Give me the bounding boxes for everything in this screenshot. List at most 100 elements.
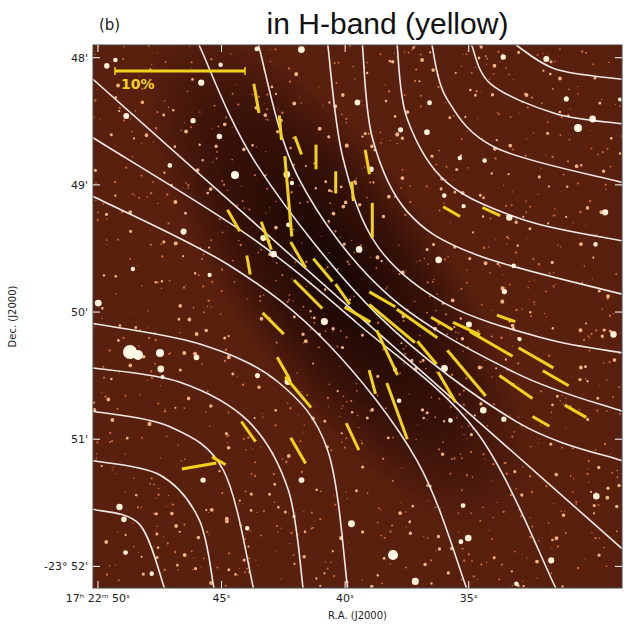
y-tick <box>93 184 100 185</box>
bright-star <box>388 550 398 560</box>
x-tick <box>97 45 98 52</box>
y-tick <box>93 566 100 567</box>
polarization-vector <box>277 357 289 378</box>
polarization-vector <box>387 383 408 439</box>
x-tick-label: 17ʰ 22ᵐ 50ˢ <box>66 592 130 605</box>
polarization-vector <box>336 284 350 304</box>
star-field <box>93 45 621 588</box>
polarization-vector <box>369 292 395 307</box>
x-tick-label: 35ˢ <box>460 592 478 605</box>
x-tick <box>221 45 222 52</box>
polarization-vector <box>279 115 281 140</box>
x-tick <box>221 581 222 588</box>
polarization-vector <box>247 255 250 274</box>
polarization-vector <box>291 242 306 268</box>
field-line <box>93 368 303 588</box>
polarization-vector <box>346 423 359 450</box>
x-tick <box>468 581 469 588</box>
field-line <box>432 45 622 182</box>
polarization-vector <box>313 259 332 282</box>
y-tick <box>615 57 622 58</box>
x-axis-title: R.A. (J2000) <box>328 610 387 621</box>
polarization-vector <box>453 322 480 335</box>
field-line <box>93 79 622 548</box>
x-tick <box>345 45 346 52</box>
field-line <box>397 45 622 241</box>
polarization-vector <box>182 463 217 469</box>
bright-star <box>574 124 582 132</box>
polarization-vector <box>397 309 438 337</box>
y-tick <box>93 57 100 58</box>
polarization-vector <box>263 313 284 334</box>
title: in H-band (yellow) <box>267 7 509 40</box>
y-tick-label: 51' <box>71 433 88 446</box>
polarization-vector <box>291 438 306 464</box>
polarization-vector <box>443 207 460 217</box>
y-tick <box>93 312 100 313</box>
polarization-vector <box>438 372 456 402</box>
panel-label: (b) <box>99 16 120 34</box>
scale-bar <box>115 70 245 73</box>
polarization-vector <box>254 84 259 113</box>
field-line <box>516 45 622 79</box>
y-axis-title: Dec. (J2000) <box>7 285 18 347</box>
scale-bar-end <box>114 67 116 75</box>
polarization-vector <box>261 222 271 250</box>
polarization-vector <box>499 376 532 399</box>
polarization-vector <box>371 203 374 238</box>
y-tick-label: -23° 52' <box>44 560 88 573</box>
polarization-vector <box>228 210 240 231</box>
x-tick-label: 40ˢ <box>336 592 354 605</box>
figure: 10%17ʰ 22ᵐ 50ˢ45ˢ40ˢ35ˢ48'49'50'51'-23° … <box>0 0 627 630</box>
polarization-vector <box>285 377 311 408</box>
star-field <box>93 45 622 587</box>
field-line <box>258 45 622 411</box>
polarization-vector <box>377 330 398 375</box>
polarization-vector <box>417 341 436 364</box>
bright-star <box>133 350 143 360</box>
field-line <box>93 138 556 588</box>
field-line <box>362 45 622 294</box>
y-tick-label: 49' <box>71 179 88 192</box>
polarization-vector <box>345 307 371 322</box>
polarization-vector <box>352 182 354 202</box>
polarization-vector <box>285 156 292 236</box>
star-field <box>95 46 622 586</box>
y-tick <box>615 184 622 185</box>
data-layer <box>93 45 622 588</box>
x-tick <box>97 581 98 588</box>
scale-bar-end <box>244 67 246 75</box>
polarization-vector <box>565 405 586 417</box>
sky-image <box>93 45 622 588</box>
polarization-vector <box>365 150 369 174</box>
field-line <box>93 461 214 588</box>
polarization-vector <box>447 350 485 396</box>
field-line <box>93 196 467 588</box>
field-line <box>199 45 622 461</box>
x-tick <box>468 45 469 52</box>
y-tick <box>615 566 622 567</box>
polarization-vector <box>315 145 318 170</box>
polarization-vector <box>369 304 415 342</box>
x-tick-label: 45ˢ <box>212 592 230 605</box>
polarization-vector <box>470 332 513 357</box>
y-tick <box>615 312 622 313</box>
polarization-vector <box>543 371 569 386</box>
polarization-vector <box>369 370 375 394</box>
plot-frame <box>93 45 622 588</box>
x-tick <box>345 581 346 588</box>
polarization-vector <box>533 417 550 427</box>
polarization-vector <box>497 315 515 322</box>
field-line <box>328 45 622 353</box>
y-tick-label: 50' <box>71 306 88 319</box>
scale-bar-label: 10% <box>121 76 155 92</box>
field-line <box>93 411 253 588</box>
bright-star <box>156 349 164 357</box>
y-tick <box>615 439 622 440</box>
field-line <box>472 45 623 124</box>
polarization-vector <box>431 317 452 329</box>
y-tick <box>93 439 100 440</box>
polarization-vector <box>519 348 554 368</box>
bright-star <box>231 171 239 179</box>
polarization-vector <box>294 280 323 309</box>
